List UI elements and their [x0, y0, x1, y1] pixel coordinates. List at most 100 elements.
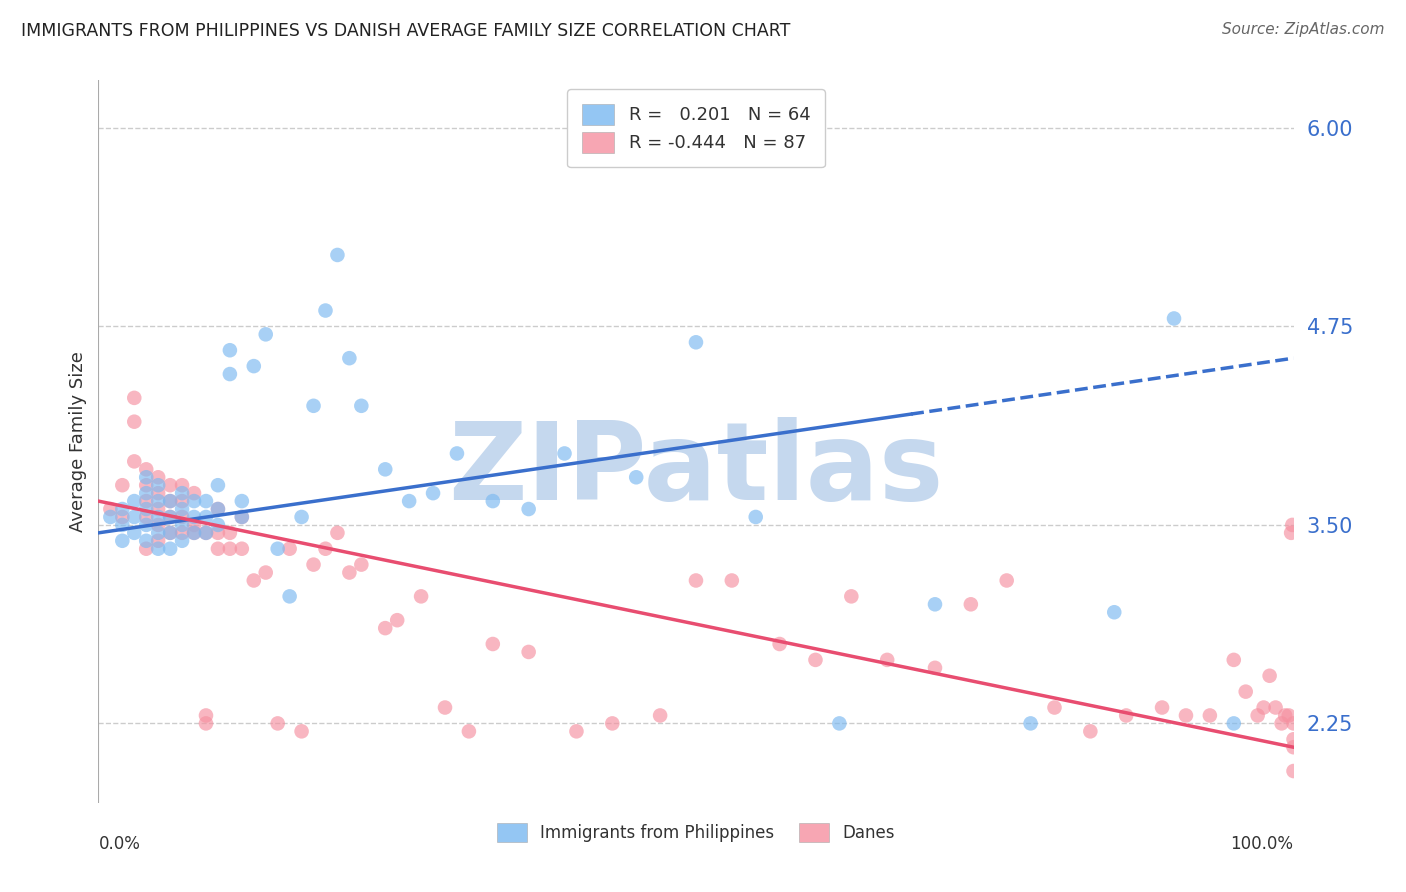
Point [1274, 708, 1296, 723]
Point [135, 486, 157, 500]
Point [159, 525, 181, 540]
Point [195, 708, 218, 723]
Point [1104, 605, 1126, 619]
Point [302, 399, 325, 413]
Point [243, 574, 266, 588]
Point [124, 454, 146, 468]
Point [1223, 716, 1246, 731]
Point [195, 525, 218, 540]
Point [148, 517, 170, 532]
Point [481, 494, 505, 508]
Point [219, 367, 242, 381]
Point [135, 494, 157, 508]
Point [231, 510, 253, 524]
Point [124, 415, 146, 429]
Point [326, 248, 349, 262]
Point [135, 502, 157, 516]
Point [195, 525, 218, 540]
Point [207, 541, 229, 556]
Point [183, 525, 205, 540]
Point [159, 541, 181, 556]
Point [124, 525, 146, 540]
Point [98, 510, 122, 524]
Point [159, 478, 181, 492]
Point [434, 700, 457, 714]
Point [172, 502, 194, 516]
Point [1199, 708, 1222, 723]
Point [135, 462, 157, 476]
Point [254, 566, 277, 580]
Point [1175, 708, 1198, 723]
Point [1043, 700, 1066, 714]
Point [183, 525, 205, 540]
Point [254, 327, 277, 342]
Point [841, 590, 863, 604]
Y-axis label: Average Family Size: Average Family Size [69, 351, 87, 532]
Point [172, 478, 194, 492]
Point [183, 510, 205, 524]
Point [1152, 700, 1174, 714]
Point [172, 525, 194, 540]
Point [481, 637, 505, 651]
Point [195, 494, 218, 508]
Point [231, 510, 253, 524]
Point [995, 574, 1018, 588]
Point [148, 486, 170, 500]
Point [768, 637, 790, 651]
Point [350, 399, 373, 413]
Point [111, 517, 134, 532]
Point [219, 541, 242, 556]
Point [243, 359, 266, 373]
Point [458, 724, 481, 739]
Point [1253, 700, 1275, 714]
Point [267, 541, 290, 556]
Point [172, 486, 194, 500]
Point [1282, 716, 1305, 731]
Point [302, 558, 325, 572]
Point [148, 533, 170, 548]
Text: 100.0%: 100.0% [1230, 835, 1294, 854]
Point [291, 510, 314, 524]
Point [1264, 700, 1286, 714]
Point [1223, 653, 1246, 667]
Text: IMMIGRANTS FROM PHILIPPINES VS DANISH AVERAGE FAMILY SIZE CORRELATION CHART: IMMIGRANTS FROM PHILIPPINES VS DANISH AV… [21, 22, 790, 40]
Point [207, 517, 229, 532]
Point [207, 502, 229, 516]
Point [685, 335, 707, 350]
Point [721, 574, 744, 588]
Point [172, 517, 194, 532]
Point [278, 590, 301, 604]
Point [111, 478, 134, 492]
Point [148, 494, 170, 508]
Legend: Immigrants from Philippines, Danes: Immigrants from Philippines, Danes [491, 816, 901, 848]
Point [148, 502, 170, 516]
Point [411, 590, 433, 604]
Point [135, 510, 157, 524]
Point [148, 525, 170, 540]
Point [111, 510, 134, 524]
Point [172, 510, 194, 524]
Point [374, 621, 396, 635]
Point [315, 541, 337, 556]
Point [148, 470, 170, 484]
Point [135, 470, 157, 484]
Text: ZIPatlas: ZIPatlas [449, 417, 943, 524]
Point [148, 478, 170, 492]
Point [159, 494, 181, 508]
Point [398, 494, 420, 508]
Point [111, 502, 134, 516]
Point [111, 533, 134, 548]
Point [1282, 740, 1305, 755]
Point [924, 597, 946, 611]
Point [124, 391, 146, 405]
Point [207, 525, 229, 540]
Point [517, 645, 540, 659]
Point [626, 470, 648, 484]
Point [278, 541, 301, 556]
Point [183, 486, 205, 500]
Point [172, 533, 194, 548]
Point [876, 653, 898, 667]
Point [1281, 517, 1303, 532]
Point [207, 502, 229, 516]
Point [745, 510, 768, 524]
